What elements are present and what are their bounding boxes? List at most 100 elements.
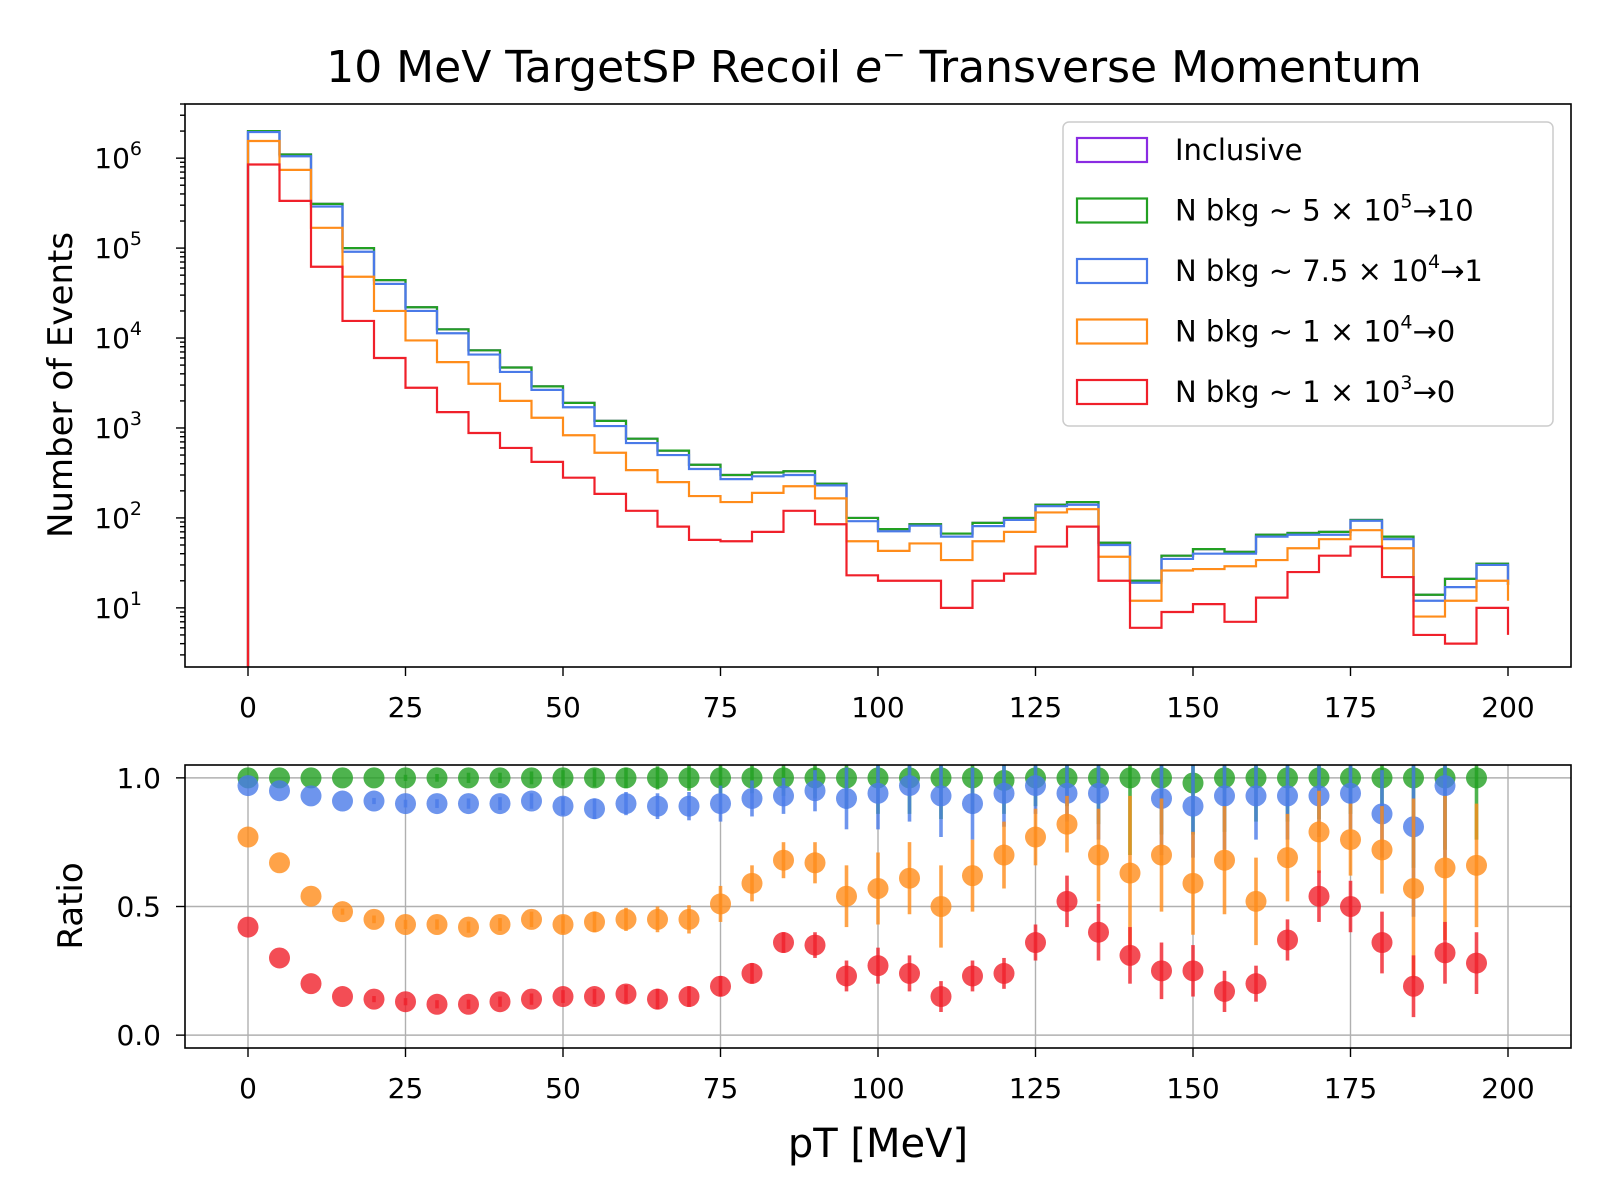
ratio-point	[741, 767, 763, 789]
ratio-point	[332, 901, 353, 923]
x-tick-label: 100	[851, 691, 904, 724]
ratio-point	[521, 767, 542, 789]
ratio-point	[1340, 782, 1361, 804]
ratio-point	[521, 790, 542, 812]
ratio-point	[332, 767, 353, 789]
ratio-point	[1245, 890, 1267, 912]
x-tick-label: 150	[1166, 691, 1219, 724]
ratio-point	[1277, 847, 1298, 869]
ratio-point	[458, 793, 479, 815]
main-y-ticks: 101 102 103 104 105 106	[94, 103, 185, 656]
ratio-point	[489, 914, 511, 936]
ratio-point	[395, 914, 416, 936]
x-tick-label: 50	[545, 1072, 581, 1105]
ratio-point	[836, 965, 857, 987]
ratio-point	[1340, 896, 1361, 917]
ratio-point	[899, 775, 920, 797]
ratio-point	[773, 932, 794, 954]
ratio-point	[1245, 973, 1267, 995]
ratio-point	[426, 914, 448, 936]
ratio-point	[615, 767, 637, 789]
legend-label: N bkg ~ 5 × 105→10	[1175, 191, 1474, 228]
ratio-point	[1214, 849, 1235, 871]
ratio-point	[1277, 929, 1298, 951]
x-tick-label: 25	[388, 1072, 424, 1105]
ratio-point	[1119, 767, 1141, 789]
ratio-point	[993, 782, 1015, 804]
ratio-point	[899, 867, 920, 889]
ratio-point	[552, 914, 574, 936]
ratio-point	[1025, 775, 1046, 797]
ratio-point	[678, 795, 700, 817]
x-tick-label: 175	[1324, 691, 1377, 724]
ratio-point	[395, 793, 416, 815]
ratio-point	[1277, 785, 1298, 807]
ratio-point	[615, 793, 637, 815]
ratio-point	[773, 849, 794, 871]
ratio-point	[678, 767, 700, 789]
ratio-point	[489, 991, 511, 1013]
ratio-point	[962, 865, 983, 887]
ratio-point	[1434, 942, 1456, 964]
legend-label: N bkg ~ 7.5 × 104→1	[1175, 251, 1483, 288]
ratio-point	[458, 916, 479, 938]
ratio-point	[552, 795, 574, 817]
ratio-point	[584, 798, 605, 820]
ratio-point	[1466, 854, 1487, 876]
ratio-point	[1119, 944, 1141, 966]
ratio-point	[363, 767, 385, 789]
ratio-point	[741, 872, 763, 894]
ratio-point	[458, 993, 479, 1015]
ratio-point	[269, 947, 290, 969]
ratio-x-ticks: 0 25 50 75 100 125 150 175 200	[239, 1048, 1535, 1105]
ratio-point	[1056, 782, 1078, 804]
ratio-series-group	[237, 765, 1487, 1018]
x-tick-label: 0	[239, 1072, 257, 1105]
legend: Inclusive N bkg ~ 5 × 105→10 N bkg ~ 7.5 ×…	[1062, 121, 1554, 427]
ratio-point	[332, 790, 353, 812]
ratio-point	[269, 852, 290, 874]
ratio-point	[489, 793, 511, 815]
ratio-point	[710, 893, 731, 915]
x-tick-label: 175	[1324, 1072, 1377, 1105]
ratio-point	[710, 975, 731, 997]
ratio-point	[521, 988, 542, 1010]
ratio-point	[1056, 890, 1078, 912]
x-tick-label: 75	[703, 1072, 739, 1105]
legend-swatch	[1075, 197, 1149, 224]
ratio-point	[647, 795, 668, 817]
ratio-y-axis-label: Ratio	[51, 862, 91, 949]
ratio-point	[993, 844, 1015, 866]
y-tick-label: 0.5	[116, 891, 161, 924]
y-tick-label: 102	[94, 498, 142, 535]
ratio-point	[867, 955, 889, 977]
ratio-point	[552, 986, 574, 1008]
legend-label: N bkg ~ 1 × 104→0	[1175, 312, 1455, 349]
ratio-point	[804, 780, 826, 802]
ratio-point	[1119, 862, 1141, 884]
y-tick-label: 103	[94, 408, 142, 445]
ratio-point	[962, 793, 983, 815]
ratio-point	[1088, 782, 1109, 804]
ratio-point	[678, 986, 700, 1008]
main-y-axis-label: Number of Events	[41, 232, 81, 538]
chart-title: 10 MeV TargetSP Recoil e− Transverse Mom…	[326, 38, 1422, 93]
ratio-point	[237, 775, 259, 797]
ratio-point	[1434, 775, 1456, 797]
ratio-point	[1214, 785, 1235, 807]
ratio-point	[584, 767, 605, 789]
histogram-line	[246, 130, 1510, 667]
ratio-point	[300, 973, 322, 995]
legend-label: Inclusive	[1175, 133, 1302, 167]
ratio-point	[773, 785, 794, 807]
ratio-point	[1182, 872, 1204, 894]
ratio-point	[269, 780, 290, 802]
legend-label: N bkg ~ 1 × 103→0	[1175, 372, 1455, 409]
ratio-point	[1466, 767, 1487, 789]
legend-box	[1062, 121, 1554, 427]
ratio-point	[1025, 932, 1046, 954]
ratio-point	[426, 793, 448, 815]
ratio-point	[1151, 844, 1172, 866]
ratio-point	[804, 934, 826, 956]
x-axis-label: pT [MeV]	[788, 1121, 968, 1167]
